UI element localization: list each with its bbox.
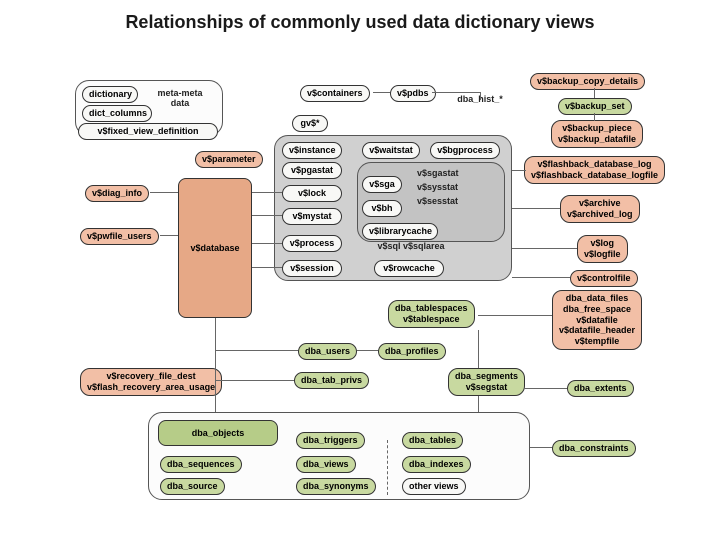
- node-gvstar: gv$*: [292, 115, 328, 132]
- node-vcontrolfile: v$controlfile: [570, 270, 638, 287]
- edge: [478, 330, 479, 368]
- edge: [478, 396, 479, 412]
- edge: [252, 192, 282, 193]
- edge: [252, 243, 282, 244]
- node-vpwfile: v$pwfile_users: [80, 228, 159, 245]
- edge: [530, 447, 552, 448]
- edge: [512, 208, 560, 209]
- node-dbaconstraints: dba_constraints: [552, 440, 636, 457]
- node-vsql: v$sql v$sqlarea: [363, 241, 459, 251]
- node-vprocess: v$process: [282, 235, 342, 252]
- node-vflashback: v$flashback_database_logv$flashback_data…: [524, 156, 665, 184]
- edge: [387, 440, 388, 495]
- edge: [252, 267, 282, 268]
- node-vrowcache: v$rowcache: [374, 260, 444, 277]
- node-dict-columns: dict_columns: [82, 105, 152, 122]
- node-vinstance: v$instance: [282, 142, 342, 159]
- node-vlibcache: v$librarycache: [362, 223, 438, 240]
- node-vrecovery: v$recovery_file_destv$flash_recovery_are…: [80, 368, 222, 396]
- node-vbh: v$bh: [362, 200, 402, 217]
- node-vsesstat: v$sesstat: [417, 196, 458, 206]
- node-vdatabase: v$database: [178, 178, 252, 318]
- node-otherviews: other views: [402, 478, 466, 495]
- label-meta: meta-metadata: [150, 88, 210, 108]
- edge: [432, 92, 480, 93]
- node-vdiag: v$diag_info: [85, 185, 149, 202]
- node-vpgastat: v$pgastat: [282, 162, 342, 179]
- node-dbaextents: dba_extents: [567, 380, 634, 397]
- node-dbasegments: dba_segmentsv$segstat: [448, 368, 525, 396]
- edge: [594, 113, 595, 121]
- edge: [512, 277, 570, 278]
- edge: [160, 235, 178, 236]
- node-dbasource: dba_source: [160, 478, 225, 495]
- edge: [357, 350, 378, 351]
- node-vbackuppiece: v$backup_piecev$backup_datafile: [551, 120, 643, 148]
- node-vlog: v$logv$logfile: [577, 235, 628, 263]
- node-dbatabprivs: dba_tab_privs: [294, 372, 369, 389]
- edge: [215, 350, 298, 351]
- edge: [373, 92, 390, 93]
- node-dbatables: dba_tables: [402, 432, 463, 449]
- node-varchive: v$archivev$archived_log: [560, 195, 640, 223]
- node-dbaobjects: dba_objects: [158, 420, 278, 446]
- node-dbaindexes: dba_indexes: [402, 456, 471, 473]
- edge: [512, 248, 577, 249]
- page-title: Relationships of commonly used data dict…: [0, 12, 720, 33]
- node-dbatablespaces: dba_tablespacesv$tablespace: [388, 300, 475, 328]
- node-vbgprocess: v$bgprocess: [430, 142, 500, 159]
- node-vlock: v$lock: [282, 185, 342, 202]
- edge: [480, 92, 481, 100]
- node-vpdbs: v$pdbs: [390, 85, 436, 102]
- edge: [512, 170, 526, 171]
- node-vwaitstat: v$waitstat: [362, 142, 420, 159]
- edge: [150, 192, 178, 193]
- node-dictionary: dictionary: [82, 86, 138, 103]
- node-vfixed: v$fixed_view_definition: [78, 123, 218, 140]
- node-dbaprofiles: dba_profiles: [378, 343, 446, 360]
- node-vmystat: v$mystat: [282, 208, 342, 225]
- edge: [215, 380, 216, 412]
- edge: [524, 388, 567, 389]
- node-dbausers: dba_users: [298, 343, 357, 360]
- node-vsession: v$session: [282, 260, 342, 277]
- edge: [215, 318, 216, 380]
- edge: [478, 315, 552, 316]
- node-dbasynonyms: dba_synonyms: [296, 478, 376, 495]
- node-dbaviews: dba_views: [296, 456, 356, 473]
- edge: [594, 88, 595, 98]
- edge: [252, 215, 282, 216]
- node-dbadata: dba_data_filesdba_free_spacev$datafilev$…: [552, 290, 642, 350]
- node-vcontainers: v$containers: [300, 85, 370, 102]
- node-vbackupcopy: v$backup_copy_details: [530, 73, 645, 90]
- node-vsysstat: v$sysstat: [417, 182, 458, 192]
- node-vparameter: v$parameter: [195, 151, 263, 168]
- node-dbatriggers: dba_triggers: [296, 432, 365, 449]
- node-vsga: v$sga: [362, 176, 402, 193]
- edge: [215, 380, 294, 381]
- node-dbasequences: dba_sequences: [160, 456, 242, 473]
- node-vsgastat: v$sgastat: [417, 168, 459, 178]
